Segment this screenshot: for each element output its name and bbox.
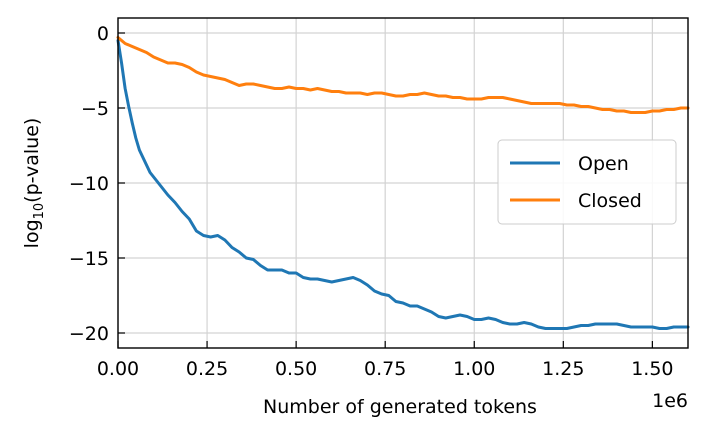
y-axis-label-log: log [21, 219, 43, 248]
legend-label-open: Open [578, 153, 629, 175]
series-line-closed [116, 36, 690, 114]
legend: Open Closed [497, 139, 677, 225]
axis-ticks: 0.00 0.25 0.50 0.75 1.00 1.25 1.50 0 −5 −10 −15 −20 [69, 23, 674, 380]
y-axis-label-subscript: 10 [32, 203, 47, 220]
y-tick-label: −10 [69, 173, 109, 195]
x-tick-label: 0.75 [364, 358, 406, 380]
legend-box [497, 139, 677, 225]
x-tick-label: 0.50 [275, 358, 317, 380]
x-tick-label: 0.25 [186, 358, 228, 380]
y-tick-label: −15 [69, 248, 109, 270]
series-line-open [116, 39, 690, 330]
series-lines [116, 36, 690, 330]
y-tick-label: 0 [97, 23, 109, 45]
x-tick-label: 0.00 [97, 358, 139, 380]
y-axis-label: log10(p-value) [21, 118, 47, 249]
y-axis-label-rest: (p-value) [21, 118, 43, 203]
y-tick-label: −20 [69, 323, 109, 345]
x-tick-label: 1.50 [631, 358, 673, 380]
x-axis-label: Number of generated tokens [263, 396, 537, 418]
x-axis-offset-text: 1e6 [652, 390, 688, 412]
y-tick-label: −5 [81, 98, 109, 120]
x-tick-label: 1.25 [542, 358, 584, 380]
legend-label-closed: Closed [578, 190, 642, 212]
x-tick-label: 1.00 [453, 358, 495, 380]
